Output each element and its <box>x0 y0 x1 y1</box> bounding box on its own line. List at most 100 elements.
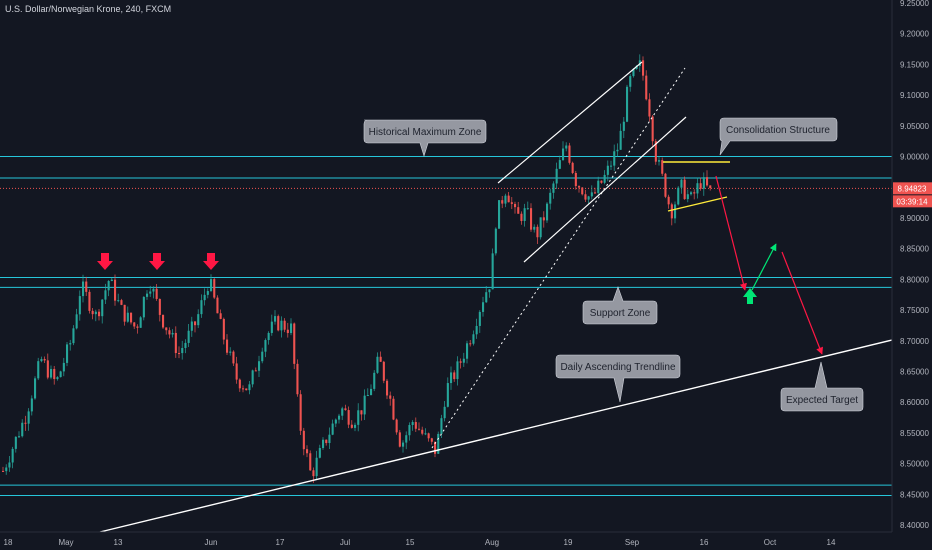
projection-up[interactable] <box>751 243 777 291</box>
candle <box>664 172 667 199</box>
plot-area <box>0 0 892 532</box>
candle <box>43 356 46 363</box>
candle <box>414 417 417 432</box>
candle <box>264 338 267 358</box>
candle <box>392 396 395 421</box>
candle <box>197 309 200 329</box>
candle <box>658 156 661 166</box>
resistance-arrow-icon <box>97 253 113 270</box>
candle <box>78 290 81 321</box>
y-tick-label: 8.75000 <box>900 306 929 315</box>
x-tick-label: 14 <box>827 538 836 547</box>
projections <box>715 175 823 355</box>
candle <box>533 224 536 233</box>
candle <box>18 431 21 438</box>
candle <box>27 408 30 431</box>
candle <box>366 388 369 397</box>
candle <box>430 437 433 445</box>
candle <box>117 293 120 303</box>
candle <box>562 141 565 161</box>
candle <box>514 201 517 214</box>
candle <box>507 191 510 203</box>
y-tick-label: 8.55000 <box>900 429 929 438</box>
candle <box>277 314 280 332</box>
candle <box>248 380 251 395</box>
candle <box>66 342 69 367</box>
y-tick-label: 8.40000 <box>900 521 929 530</box>
candle <box>482 296 485 317</box>
candle <box>40 356 43 363</box>
candle <box>670 202 673 226</box>
candle <box>686 189 689 203</box>
candle <box>258 355 261 378</box>
y-tick-label: 9.05000 <box>900 122 929 131</box>
candle <box>216 295 219 314</box>
candle <box>110 277 113 282</box>
candle <box>229 347 232 356</box>
candle <box>181 340 184 360</box>
callout-historical-maximum-zone[interactable]: Historical Maximum Zone <box>363 119 487 158</box>
candle <box>587 195 590 205</box>
y-tick-label: 9.00000 <box>900 153 929 162</box>
candle <box>174 326 177 358</box>
candle <box>280 316 283 338</box>
candle <box>376 352 379 374</box>
candle <box>552 181 555 199</box>
candle <box>190 316 193 337</box>
price-axis[interactable] <box>892 0 932 550</box>
candle <box>379 351 382 362</box>
candle <box>530 203 533 232</box>
candle <box>610 160 613 170</box>
candle <box>462 352 465 367</box>
candle <box>667 194 670 209</box>
callout-support-zone[interactable]: Support Zone <box>582 286 658 325</box>
candle <box>408 422 411 441</box>
candle <box>293 322 296 370</box>
candle <box>680 178 683 194</box>
candle <box>616 143 619 157</box>
time-axis[interactable] <box>0 532 892 550</box>
y-tick-label: 8.45000 <box>900 490 929 499</box>
candle <box>203 288 206 306</box>
candle <box>661 157 664 176</box>
x-tick-label: May <box>58 538 73 547</box>
callout-consolidation-structure[interactable]: Consolidation Structure <box>719 117 838 156</box>
candle <box>8 456 11 472</box>
candle <box>677 186 680 206</box>
x-tick-label: 15 <box>406 538 415 547</box>
channel-upper-line[interactable] <box>497 61 643 184</box>
drawings <box>99 61 893 533</box>
y-tick-label: 8.50000 <box>900 460 929 469</box>
candle <box>402 440 405 453</box>
candle <box>114 274 117 306</box>
candle <box>309 450 312 471</box>
candle <box>328 427 331 450</box>
candle <box>626 84 629 123</box>
candle <box>213 277 216 300</box>
candle <box>405 431 408 450</box>
callout-expected-target[interactable]: Expected Target <box>780 361 864 412</box>
candle <box>283 318 286 333</box>
x-tick-label: Jun <box>205 538 218 547</box>
candle <box>600 180 603 184</box>
consolidation-lower-line[interactable] <box>667 196 728 212</box>
channel-lower-line[interactable] <box>523 116 687 263</box>
daily-ascending-trendline[interactable] <box>99 339 893 533</box>
candle <box>235 356 238 384</box>
candle <box>53 365 56 385</box>
candle <box>245 388 248 391</box>
candle <box>59 370 62 378</box>
projection-down-1[interactable] <box>715 175 747 291</box>
candle <box>696 177 699 199</box>
candle <box>344 404 347 411</box>
candle <box>542 211 545 228</box>
candle <box>446 377 449 408</box>
candle <box>450 366 453 390</box>
candle <box>526 201 529 210</box>
candle <box>702 172 705 196</box>
projection-down-2[interactable] <box>781 251 823 355</box>
callout-daily-ascending-trendline[interactable]: Daily Ascending Trendline <box>555 354 681 403</box>
candle <box>354 422 357 432</box>
dotted-trendline[interactable] <box>431 67 686 449</box>
